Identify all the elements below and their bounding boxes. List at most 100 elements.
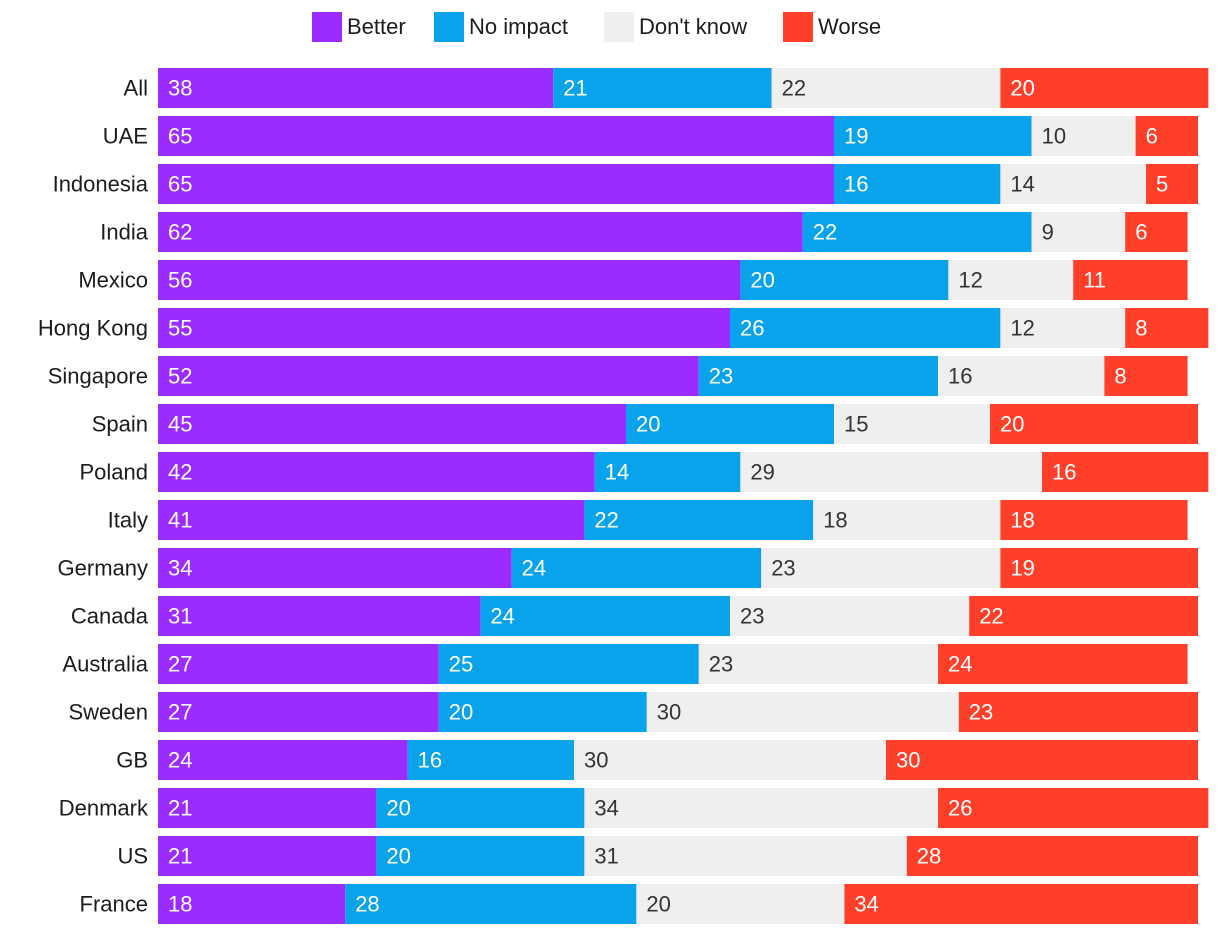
value-label-us-no-impact: 20 (386, 844, 410, 869)
bar-australia-worse (938, 644, 1188, 684)
value-label-all-better: 38 (168, 76, 192, 101)
value-label-sweden-no-impact: 20 (449, 700, 473, 725)
bar-spain-worse (990, 404, 1198, 444)
bar-australia-better (158, 644, 439, 684)
bar-india-no-impact (802, 212, 1032, 252)
bar-canada-worse (969, 596, 1198, 636)
bar-sweden-no-impact (438, 692, 647, 732)
bar-singapore-worse (1104, 356, 1188, 396)
category-label-australia: Australia (62, 652, 148, 677)
bar-indonesia-worse (1146, 164, 1198, 204)
category-label-singapore: Singapore (48, 364, 148, 389)
bar-singapore-better (158, 356, 699, 396)
value-label-gb-don-t-know: 30 (584, 748, 608, 773)
value-label-germany-don-t-know: 23 (771, 556, 795, 581)
legend-swatch-worse (783, 12, 813, 42)
bar-hong-kong-worse (1125, 308, 1209, 348)
bar-france-don-t-know (636, 884, 845, 924)
bar-italy-don-t-know (813, 500, 1001, 540)
bar-poland-better (158, 452, 595, 492)
value-label-canada-don-t-know: 23 (740, 604, 764, 629)
category-label-hong-kong: Hong Kong (38, 316, 148, 341)
value-label-germany-no-impact: 24 (522, 556, 546, 581)
category-label-us: US (117, 844, 148, 869)
category-label-india: India (100, 220, 148, 245)
bar-spain-no-impact (626, 404, 834, 444)
value-label-gb-better: 24 (168, 748, 192, 773)
bar-all-better (158, 68, 554, 108)
legend-label-no-impact: No impact (469, 14, 569, 39)
value-label-hong-kong-worse: 8 (1135, 316, 1147, 341)
bar-mexico-no-impact (740, 260, 949, 300)
bar-italy-worse (1000, 500, 1188, 540)
value-label-italy-don-t-know: 18 (823, 508, 847, 533)
value-label-denmark-don-t-know: 34 (594, 796, 618, 821)
bar-indonesia-don-t-know (1000, 164, 1146, 204)
bar-us-better (158, 836, 377, 876)
value-label-singapore-better: 52 (168, 364, 192, 389)
value-label-uae-don-t-know: 10 (1042, 124, 1066, 149)
value-label-sweden-better: 27 (168, 700, 192, 725)
value-label-poland-better: 42 (168, 460, 192, 485)
bar-denmark-worse (938, 788, 1209, 828)
bar-singapore-don-t-know (938, 356, 1105, 396)
bar-uae-no-impact (834, 116, 1032, 156)
bar-uae-worse (1135, 116, 1198, 156)
category-label-germany: Germany (58, 556, 148, 581)
bar-australia-no-impact (438, 644, 699, 684)
value-label-hong-kong-don-t-know: 12 (1010, 316, 1034, 341)
value-label-all-don-t-know: 22 (782, 76, 806, 101)
legend-swatch-dont-know (604, 12, 634, 42)
value-label-indonesia-no-impact: 16 (844, 172, 868, 197)
bar-germany-no-impact (511, 548, 762, 588)
bar-all-don-t-know (771, 68, 1001, 108)
bar-gb-no-impact (407, 740, 574, 780)
value-label-gb-no-impact: 16 (418, 748, 442, 773)
bar-denmark-no-impact (376, 788, 585, 828)
bar-all-worse (1000, 68, 1209, 108)
bar-sweden-don-t-know (646, 692, 959, 732)
bar-canada-don-t-know (730, 596, 970, 636)
value-label-france-better: 18 (168, 892, 192, 917)
legend-label-dont-know: Don't know (639, 14, 748, 39)
value-label-india-no-impact: 22 (813, 220, 837, 245)
value-label-us-worse: 28 (917, 844, 941, 869)
category-label-all: All (124, 76, 148, 101)
legend-item-better: Better (312, 12, 406, 42)
value-label-india-worse: 6 (1135, 220, 1147, 245)
bar-italy-better (158, 500, 585, 540)
bar-hong-kong-no-impact (730, 308, 1001, 348)
value-label-canada-worse: 22 (979, 604, 1003, 629)
bar-singapore-no-impact (698, 356, 938, 396)
bar-france-better (158, 884, 346, 924)
value-label-poland-don-t-know: 29 (750, 460, 774, 485)
value-label-sweden-worse: 23 (969, 700, 993, 725)
bar-gb-better (158, 740, 408, 780)
legend-item-no-impact: No impact (434, 12, 568, 42)
value-label-spain-worse: 20 (1000, 412, 1024, 437)
value-label-france-worse: 34 (854, 892, 878, 917)
category-label-denmark: Denmark (59, 796, 149, 821)
bar-canada-no-impact (480, 596, 730, 636)
bar-india-don-t-know (1031, 212, 1126, 252)
value-label-spain-no-impact: 20 (636, 412, 660, 437)
bar-spain-better (158, 404, 626, 444)
value-label-canada-no-impact: 24 (490, 604, 514, 629)
bar-denmark-don-t-know (584, 788, 938, 828)
category-label-italy: Italy (108, 508, 148, 533)
value-label-australia-no-impact: 25 (449, 652, 473, 677)
value-label-mexico-don-t-know: 12 (958, 268, 982, 293)
bar-gb-don-t-know (574, 740, 886, 780)
category-label-spain: Spain (92, 412, 148, 437)
bar-indonesia-better (158, 164, 834, 204)
value-label-us-don-t-know: 31 (594, 844, 618, 869)
bar-mexico-worse (1073, 260, 1188, 300)
bar-canada-better (158, 596, 481, 636)
value-label-mexico-better: 56 (168, 268, 192, 293)
value-label-uae-worse: 6 (1146, 124, 1158, 149)
value-label-denmark-worse: 26 (948, 796, 972, 821)
value-label-australia-don-t-know: 23 (709, 652, 733, 677)
legend-item-dont-know: Don't know (604, 12, 747, 42)
value-label-italy-no-impact: 22 (594, 508, 618, 533)
